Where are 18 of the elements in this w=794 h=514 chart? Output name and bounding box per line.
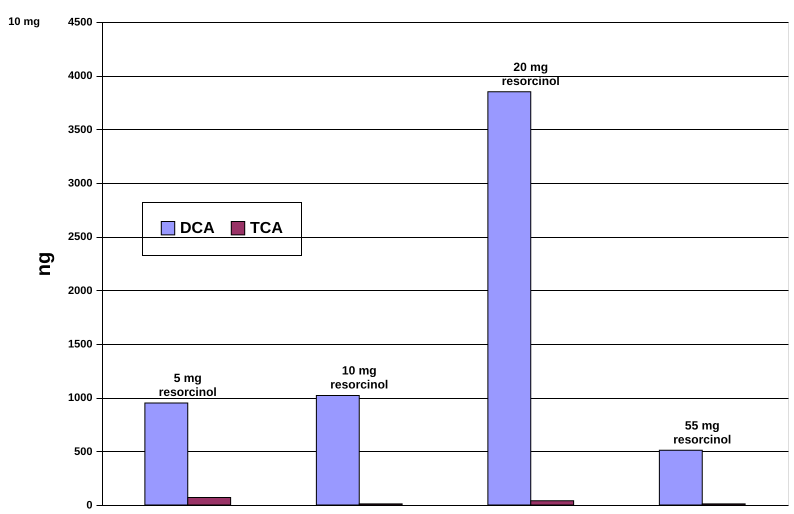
annotation: 10 mg resorcinol bbox=[330, 364, 388, 392]
y-tick-label: 4500 bbox=[68, 16, 92, 28]
annotation: 5 mg resorcinol bbox=[158, 371, 217, 400]
legend-label: DCA bbox=[180, 220, 216, 238]
y-tick-label: 0 bbox=[86, 500, 92, 512]
y-tick-label: 2000 bbox=[68, 284, 92, 297]
y-tick-label: 1500 bbox=[68, 338, 92, 350]
y-tick-label: 500 bbox=[74, 446, 92, 458]
annotation: 20 mg resorcinol bbox=[502, 60, 560, 88]
y-tick-label: 3000 bbox=[68, 178, 92, 190]
y-axis-title: ng bbox=[33, 252, 56, 276]
y-tick-label: 1000 bbox=[68, 392, 92, 404]
text: 10 mg bbox=[8, 16, 40, 28]
legend-label: TCA bbox=[250, 220, 284, 238]
y-tick-label: 3500 bbox=[68, 124, 92, 136]
y-tick-label: 2500 bbox=[68, 231, 92, 244]
annotation: 55 mg resorcinol bbox=[673, 418, 732, 446]
y-tick-label: 4000 bbox=[68, 70, 92, 82]
